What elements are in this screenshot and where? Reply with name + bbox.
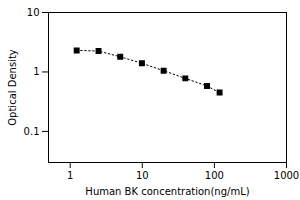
svg-text:10: 10 [136,170,149,181]
svg-text:1: 1 [67,170,73,181]
svg-text:Optical Density: Optical Density [7,49,18,126]
svg-text:1: 1 [33,66,39,77]
svg-text:100: 100 [205,170,224,181]
svg-text:10: 10 [27,7,40,18]
svg-text:Human BK concentration(ng/mL): Human BK concentration(ng/mL) [85,186,249,197]
svg-text:1000: 1000 [274,170,299,181]
svg-text:0.1: 0.1 [24,126,40,137]
